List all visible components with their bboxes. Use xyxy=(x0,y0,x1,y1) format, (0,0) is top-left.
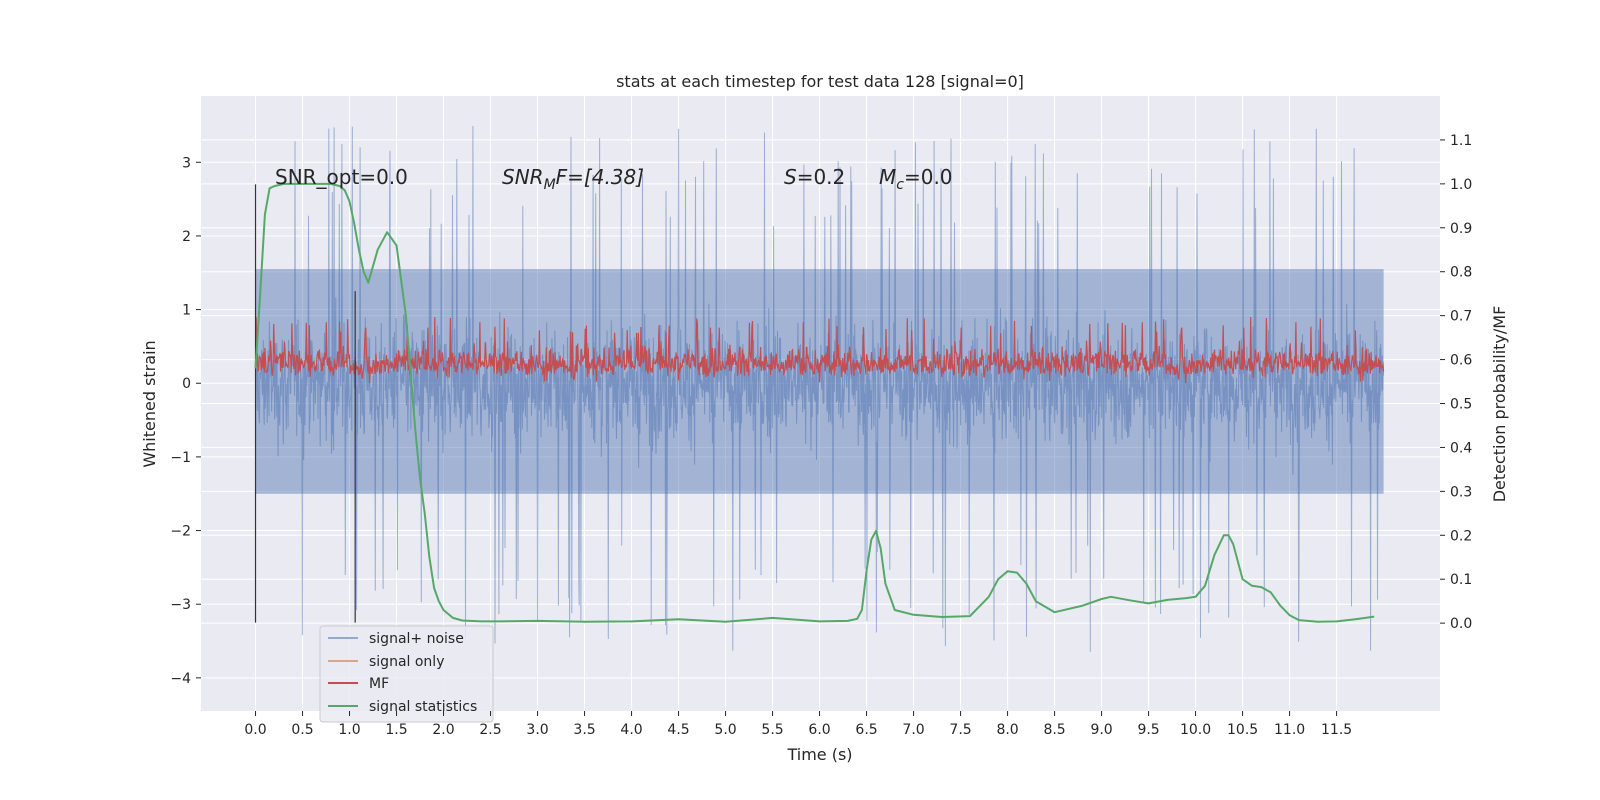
x-tick-label: 7.5 xyxy=(949,722,971,738)
annotation-mc-base: M xyxy=(879,165,896,189)
annotation-snr-mf-base: SNR xyxy=(502,165,544,189)
annotation-snr-mf: SNRMF=[4.38] xyxy=(502,165,644,193)
y2-tick-label: 0.9 xyxy=(1450,221,1472,237)
y2-tick-label: 0.6 xyxy=(1450,353,1472,369)
plot-content xyxy=(254,125,1385,652)
y-tick-label: 1 xyxy=(182,303,191,319)
x-tick-label: 5.5 xyxy=(761,722,783,738)
annotation-snr-opt: SNR_opt=0.0 xyxy=(275,165,408,189)
y-tick-label: −4 xyxy=(170,671,191,687)
y2-tick-label: 0.5 xyxy=(1450,397,1472,413)
y2-tick-label: 1.1 xyxy=(1450,133,1472,149)
x-axis-ticks: 0.0 0.5 1.0 1.5 2.0 2.5 3.0 3.5 4.0 4.5 5.0 5.5 6.0 6… xyxy=(244,711,1352,738)
annotation-s-rest: =0.2 xyxy=(797,165,846,189)
annotation-mc-rest: =0.0 xyxy=(904,165,953,189)
y-tick-label: 0 xyxy=(182,376,191,392)
series-mf-line xyxy=(254,317,1385,384)
x-tick-label: 9.0 xyxy=(1090,722,1112,738)
x-tick-label: 8.0 xyxy=(996,722,1018,738)
y2-tick-label: 0.0 xyxy=(1450,616,1472,632)
legend: signal+ noise signal only MF signal stat… xyxy=(319,625,494,723)
series-signal-noise-line xyxy=(255,125,1385,652)
x-tick-label: 8.5 xyxy=(1043,722,1065,738)
annotation-mc-sub: c xyxy=(896,177,904,193)
annotation-s-base: S xyxy=(784,165,797,189)
x-tick-label: 0.5 xyxy=(291,722,313,738)
series-signal-statistics-line xyxy=(254,182,1375,623)
grid xyxy=(201,96,1440,711)
x-tick-label: 3.5 xyxy=(573,722,595,738)
annotation-s: S=0.2 xyxy=(784,165,845,189)
x-tick-label: 9.5 xyxy=(1137,722,1159,738)
y2-tick-label: 0.1 xyxy=(1450,572,1472,588)
legend-label-signal-noise: signal+ noise xyxy=(369,631,464,647)
legend-label-signal-statistics: signal statistics xyxy=(369,699,477,715)
y-axis-label: Whitened strain xyxy=(140,340,159,467)
y-axis-ticks: 3 2 1 0 −1 −2 −3 −4 xyxy=(170,155,201,687)
x-tick-label: 6.0 xyxy=(808,722,830,738)
annotations: SNR_opt=0.0 SNRMF=[4.38] S=0.2 Mc=0.0 xyxy=(275,165,953,193)
x-tick-label: 4.0 xyxy=(620,722,642,738)
annotation-mc: Mc=0.0 xyxy=(879,165,953,193)
chart-title: stats at each timestep for test data 128… xyxy=(616,72,1024,91)
annotation-snr-mf-sub: M xyxy=(544,177,556,193)
y-tick-label: −3 xyxy=(170,597,191,613)
x-tick-label: 10.0 xyxy=(1180,722,1211,738)
y-tick-label: −2 xyxy=(170,524,191,540)
y-tick-label: 2 xyxy=(182,229,191,245)
y-tick-label: 3 xyxy=(182,155,191,171)
x-tick-label: 1.0 xyxy=(338,722,360,738)
y2-tick-label: 0.2 xyxy=(1450,528,1472,544)
x-tick-label: 4.5 xyxy=(667,722,689,738)
x-tick-label: 0.0 xyxy=(244,722,266,738)
x-tick-label: 5.0 xyxy=(714,722,736,738)
y2-tick-label: 0.8 xyxy=(1450,265,1472,281)
y2-tick-label: 0.4 xyxy=(1450,440,1472,456)
x-tick-label: 10.5 xyxy=(1227,722,1258,738)
y2-tick-label: 1.0 xyxy=(1450,177,1472,193)
x-tick-label: 7.0 xyxy=(902,722,924,738)
y2-axis-ticks: 1.1 1.0 0.9 0.8 0.7 0.6 0.5 0.4 0.3 0.2 0.1 0.0 xyxy=(1440,133,1472,632)
x-tick-label: 11.5 xyxy=(1321,722,1352,738)
x-tick-label: 1.5 xyxy=(385,722,407,738)
x-tick-label: 11.0 xyxy=(1274,722,1305,738)
x-tick-label: 2.0 xyxy=(432,722,454,738)
annotation-snr-mf-rest: F=[4.38] xyxy=(556,165,644,189)
x-tick-label: 2.5 xyxy=(479,722,501,738)
x-tick-label: 3.0 xyxy=(526,722,548,738)
x-tick-label: 6.5 xyxy=(855,722,877,738)
y2-tick-label: 0.3 xyxy=(1450,484,1472,500)
y-tick-label: −1 xyxy=(170,450,191,466)
x-axis-label: Time (s) xyxy=(786,745,852,764)
legend-box xyxy=(319,625,494,723)
y2-axis-label: Detection probability/MF xyxy=(1490,306,1509,503)
legend-label-mf: MF xyxy=(369,676,389,692)
y2-tick-label: 0.7 xyxy=(1450,309,1472,325)
legend-label-signal-only: signal only xyxy=(369,654,444,670)
